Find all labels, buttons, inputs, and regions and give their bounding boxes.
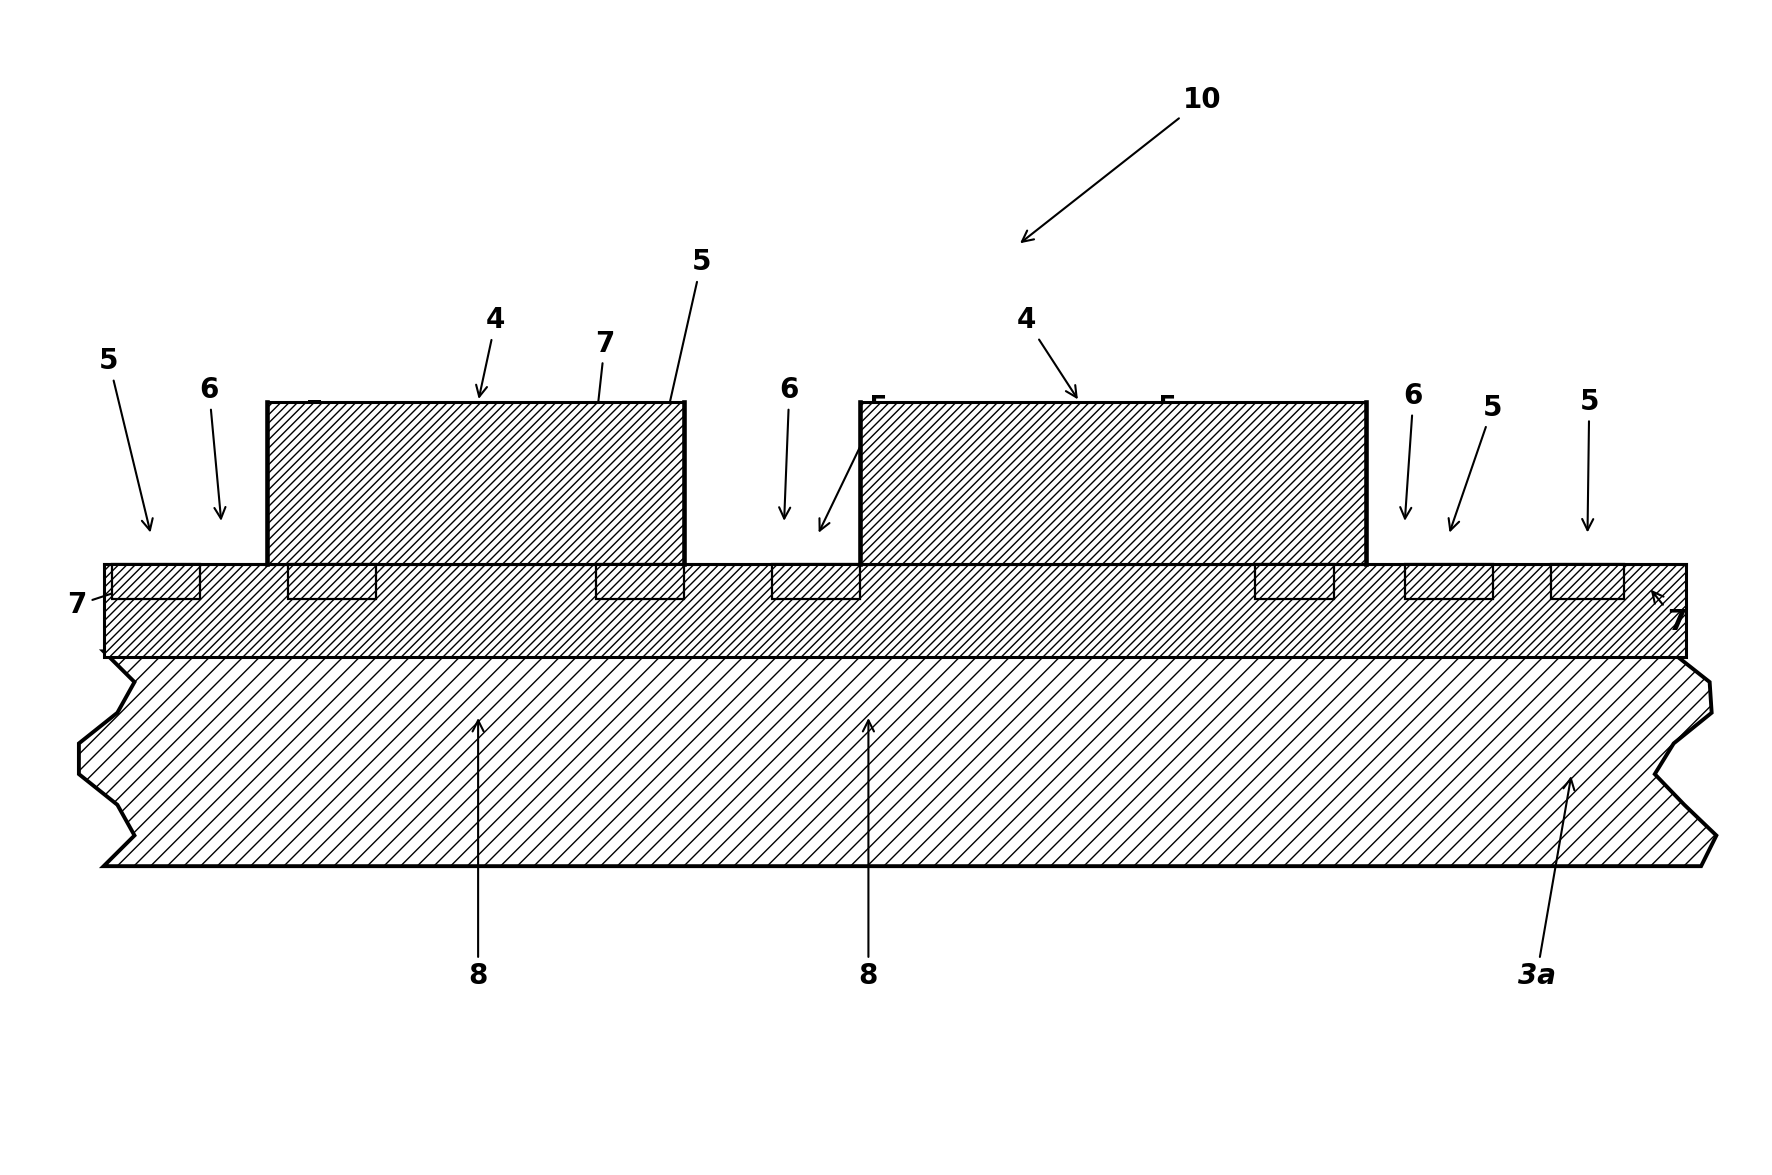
Polygon shape [268, 402, 684, 564]
Text: 4: 4 [477, 307, 505, 397]
Text: 3a: 3a [1517, 778, 1574, 991]
Text: 6: 6 [1400, 382, 1423, 518]
Polygon shape [1405, 564, 1492, 599]
Text: 7: 7 [1652, 591, 1687, 637]
Text: 10: 10 [1022, 86, 1221, 242]
Polygon shape [112, 564, 200, 599]
Text: 5: 5 [1449, 394, 1503, 530]
Polygon shape [1550, 564, 1625, 599]
Text: 5: 5 [1579, 388, 1598, 530]
Text: 6: 6 [780, 376, 799, 518]
Text: 5: 5 [1157, 394, 1290, 531]
Text: 5: 5 [99, 347, 152, 530]
Polygon shape [80, 651, 1717, 866]
Text: 8: 8 [468, 720, 487, 991]
Polygon shape [103, 564, 1685, 657]
Text: 8: 8 [859, 720, 879, 991]
Polygon shape [1255, 564, 1334, 599]
Text: 5: 5 [305, 400, 333, 530]
Polygon shape [859, 402, 1366, 564]
Text: 4: 4 [1017, 307, 1077, 397]
Text: 7: 7 [587, 330, 615, 466]
Text: 6: 6 [200, 376, 225, 518]
Polygon shape [595, 564, 684, 599]
Text: 7: 7 [67, 588, 126, 619]
Text: 5: 5 [819, 394, 890, 531]
Polygon shape [773, 564, 859, 599]
Polygon shape [289, 564, 376, 599]
Text: 5: 5 [638, 248, 711, 530]
